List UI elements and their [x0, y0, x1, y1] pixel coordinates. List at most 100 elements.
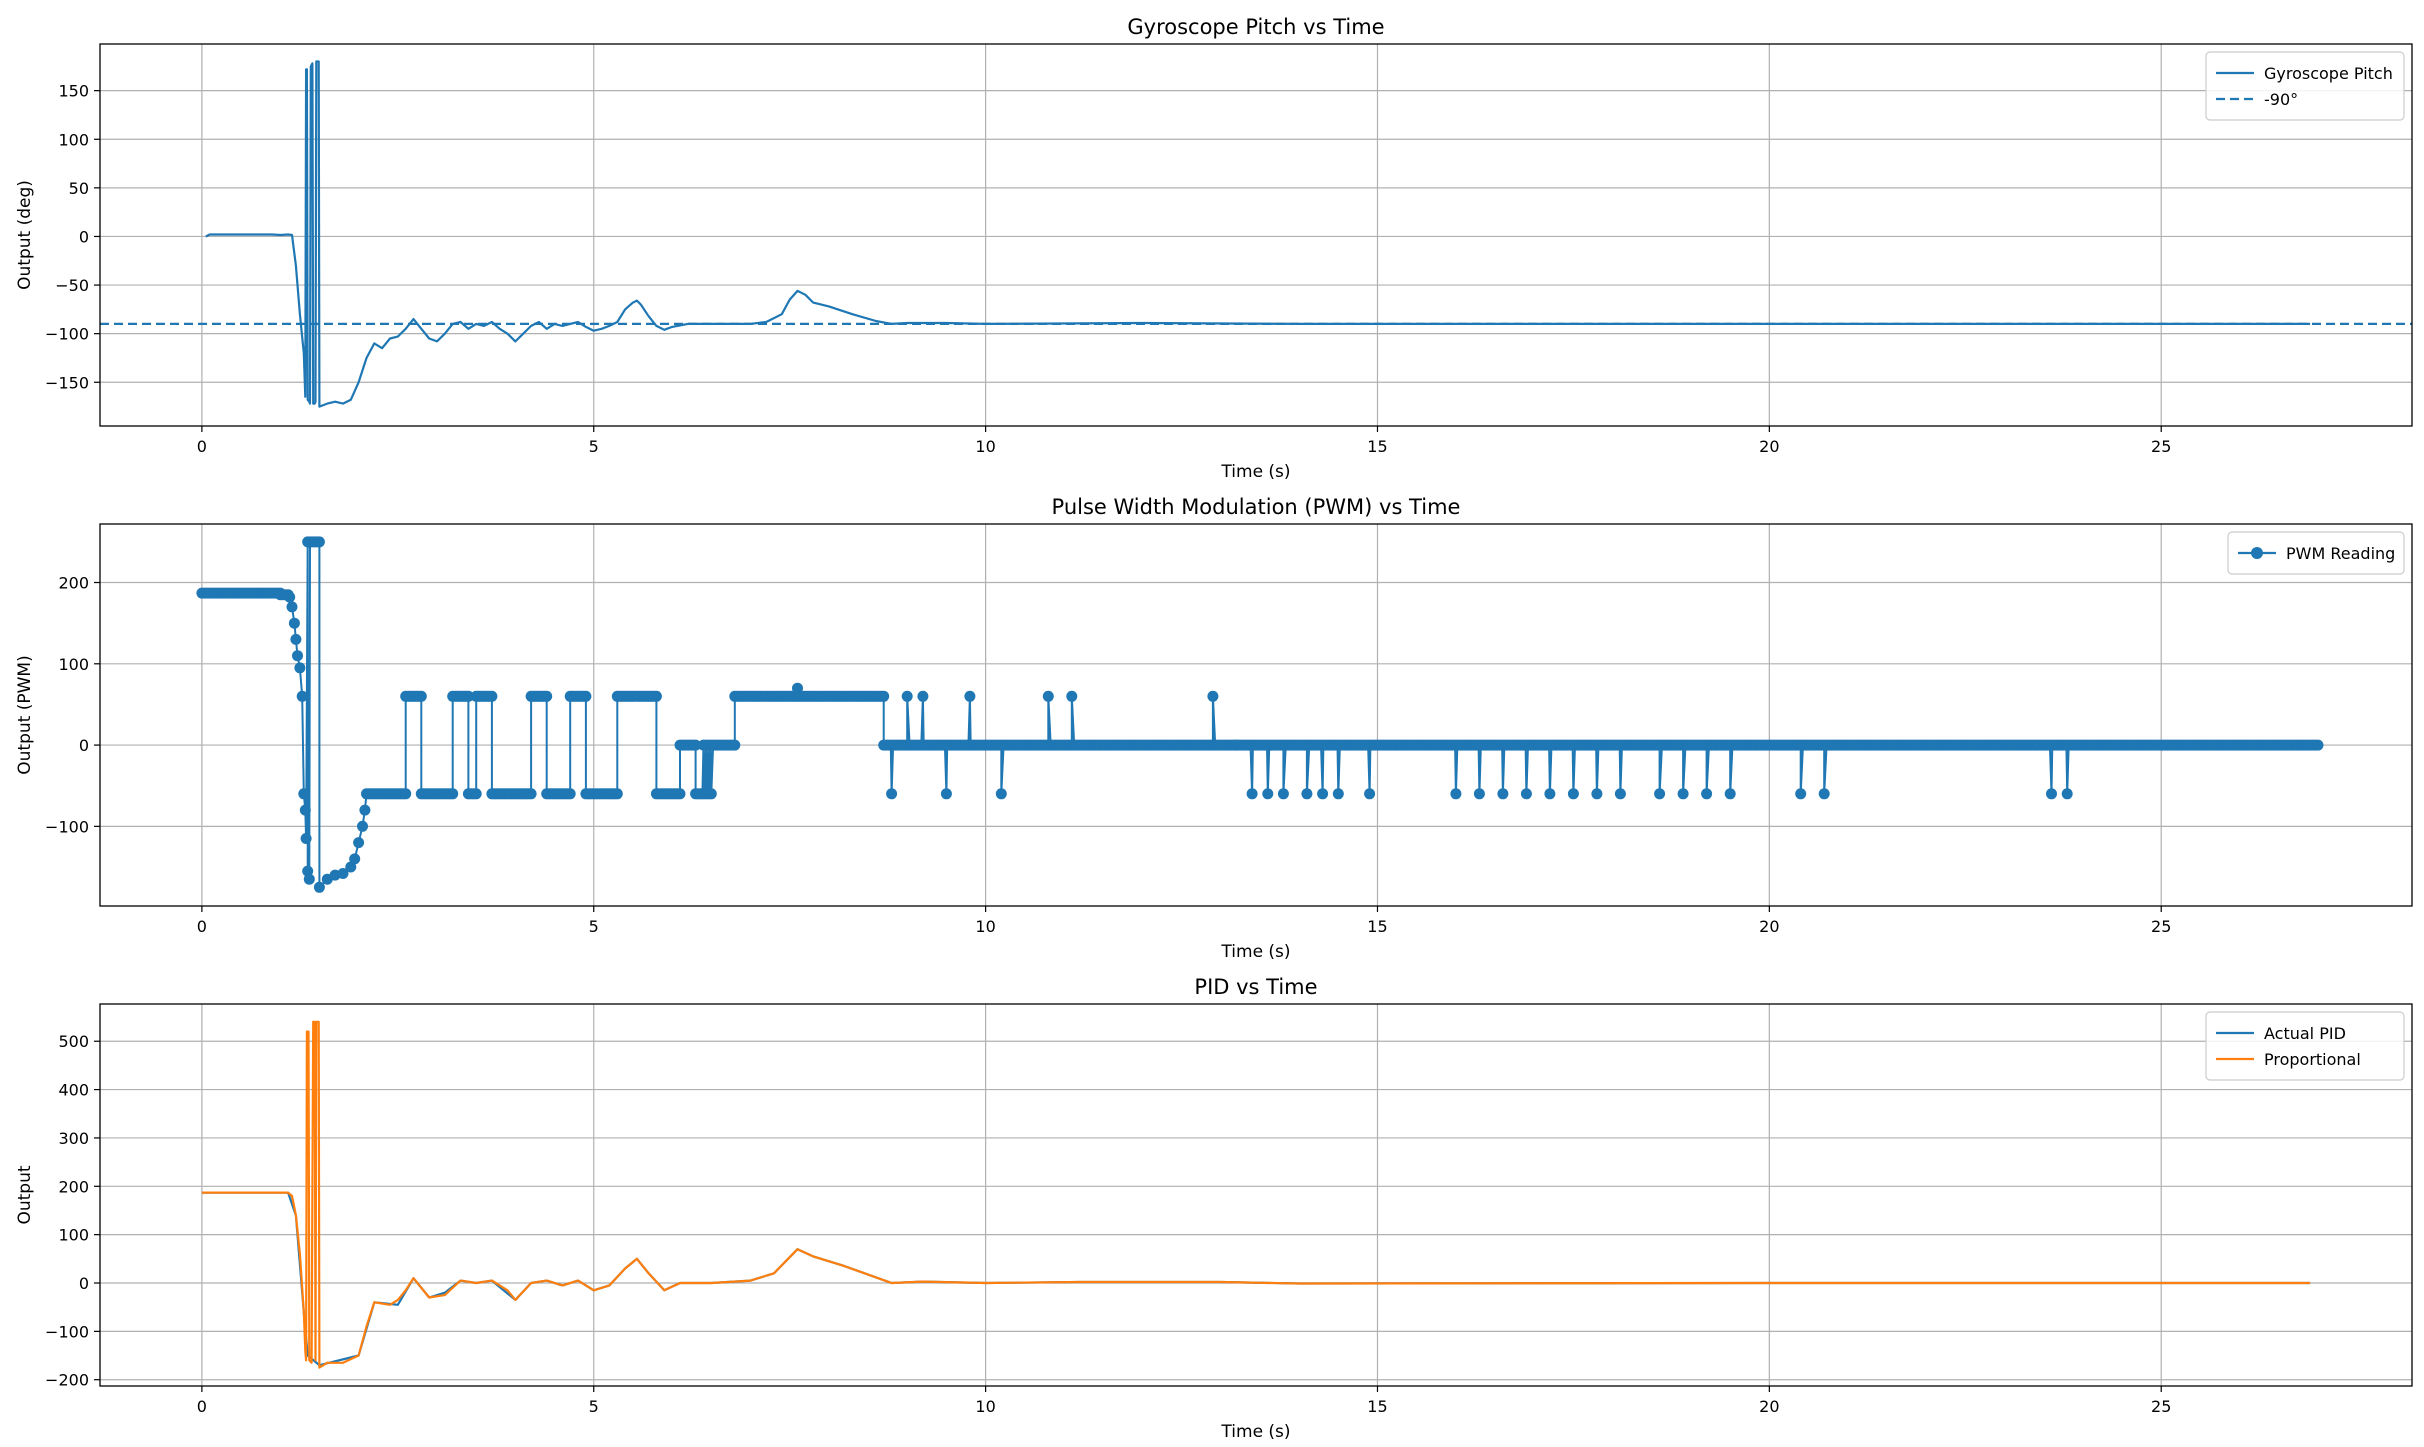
pwm-marker	[1795, 788, 1807, 800]
pwm-marker	[290, 633, 302, 645]
y-tick-label: 0	[79, 736, 89, 755]
pwm-marker	[541, 690, 553, 702]
series-line-1	[201, 1191, 2311, 1367]
chart-title: PID vs Time	[1194, 975, 1317, 999]
pwm-marker	[705, 788, 717, 800]
y-tick-label: −100	[45, 1322, 89, 1341]
x-tick-label: 25	[2151, 917, 2171, 936]
pwm-marker	[917, 690, 929, 702]
pwm-marker	[284, 591, 296, 603]
x-axis-label: Time (s)	[1220, 1422, 1290, 1442]
pwm-marker	[1317, 788, 1329, 800]
x-tick-label: 0	[197, 437, 207, 456]
x-tick-label: 5	[589, 1397, 599, 1416]
pwm-marker	[1591, 788, 1603, 800]
x-tick-label: 5	[589, 917, 599, 936]
pwm-marker	[964, 690, 976, 702]
pwm-marker	[1450, 788, 1462, 800]
pwm-marker	[415, 690, 427, 702]
x-tick-label: 15	[1367, 437, 1387, 456]
x-tick-label: 25	[2151, 1397, 2171, 1416]
y-tick-label: 200	[58, 574, 89, 593]
pwm-marker	[729, 739, 741, 751]
pwm-marker	[349, 853, 361, 865]
pwm-marker	[300, 833, 312, 844]
pwm-marker	[690, 739, 702, 751]
legend-label: -90°	[2264, 90, 2298, 109]
axes-frame	[99, 523, 2413, 907]
pwm-marker	[1207, 690, 1219, 702]
pwm-marker	[313, 881, 325, 893]
y-tick-label: 150	[58, 82, 89, 101]
pwm-marker	[357, 820, 368, 832]
pwm-marker	[337, 868, 349, 879]
pwm-marker	[296, 690, 308, 702]
pwm-marker	[674, 788, 686, 800]
pwm-marker	[878, 690, 890, 702]
pwm-marker	[299, 804, 311, 816]
pwm-marker	[359, 804, 371, 816]
y-tick-label: 200	[58, 1177, 89, 1196]
y-axis-label: Output (deg)	[15, 180, 35, 290]
legend-label: Actual PID	[2264, 1024, 2346, 1043]
legend-label: Proportional	[2264, 1050, 2361, 1069]
y-tick-label: 0	[79, 227, 89, 246]
pwm-marker	[1042, 690, 1054, 702]
pwm-marker	[1724, 788, 1736, 800]
pwm-marker	[1473, 788, 1485, 800]
legend-box	[2205, 1011, 2405, 1081]
legend-box	[2227, 531, 2405, 575]
plot-area	[201, 1020, 2311, 1369]
pwm-marker	[1614, 788, 1626, 800]
pwm-marker	[462, 690, 474, 702]
pwm-marker	[525, 788, 537, 800]
chart-panel-3: 0 5 10 15 20 25 −200 −100 0 100 200 300 400 500 PID vs…	[15, 975, 2413, 1442]
pwm-marker	[470, 788, 482, 800]
pwm-marker	[995, 788, 1007, 800]
y-tick-label: 50	[69, 179, 89, 198]
legend-marker	[2251, 547, 2263, 559]
axes-frame	[99, 1003, 2413, 1387]
pwm-marker	[940, 788, 952, 800]
pwm-marker	[294, 662, 306, 674]
x-tick-label: 0	[197, 917, 207, 936]
pwm-marker	[2061, 788, 2073, 800]
pwm-marker	[1364, 788, 1376, 800]
pwm-marker	[292, 650, 303, 662]
x-tick-label: 10	[975, 437, 995, 456]
x-axis-label: Time (s)	[1220, 462, 1290, 482]
pwm-marker	[313, 536, 325, 548]
series-line-1	[201, 540, 2318, 890]
legend-label: PWM Reading	[2286, 544, 2395, 563]
x-tick-label: 5	[589, 437, 599, 456]
series-line-1	[205, 60, 2311, 408]
pwm-marker	[886, 788, 898, 800]
chart-title: Pulse Width Modulation (PWM) vs Time	[1052, 495, 1461, 519]
y-tick-label: 100	[58, 655, 89, 674]
axes-frame	[99, 43, 2413, 427]
x-tick-label: 25	[2151, 437, 2171, 456]
pwm-marker	[580, 690, 592, 702]
pwm-marker	[1818, 788, 1830, 800]
pwm-marker	[1246, 788, 1258, 800]
plot-area	[196, 536, 2324, 893]
x-tick-label: 0	[197, 1397, 207, 1416]
chart-title: Gyroscope Pitch vs Time	[1127, 15, 1384, 39]
pwm-marker	[2046, 788, 2057, 800]
plot-area	[100, 60, 2412, 408]
y-tick-label: 0	[79, 1274, 89, 1293]
y-tick-label: −50	[55, 276, 89, 295]
y-tick-label: 500	[58, 1032, 89, 1051]
pwm-marker	[353, 837, 365, 849]
pwm-marker	[1066, 690, 1078, 702]
x-tick-label: 10	[975, 1397, 995, 1416]
x-tick-label: 20	[1759, 1397, 1779, 1416]
pwm-marker	[1262, 788, 1274, 800]
y-tick-label: 100	[58, 130, 89, 149]
pwm-marker	[298, 788, 310, 800]
pwm-marker	[564, 788, 576, 800]
pwm-marker	[400, 788, 412, 800]
chart-panel-2: 0 5 10 15 20 25 −100 0 100 200 Pulse Width Modulat…	[15, 495, 2413, 962]
legend-box	[2205, 51, 2405, 121]
